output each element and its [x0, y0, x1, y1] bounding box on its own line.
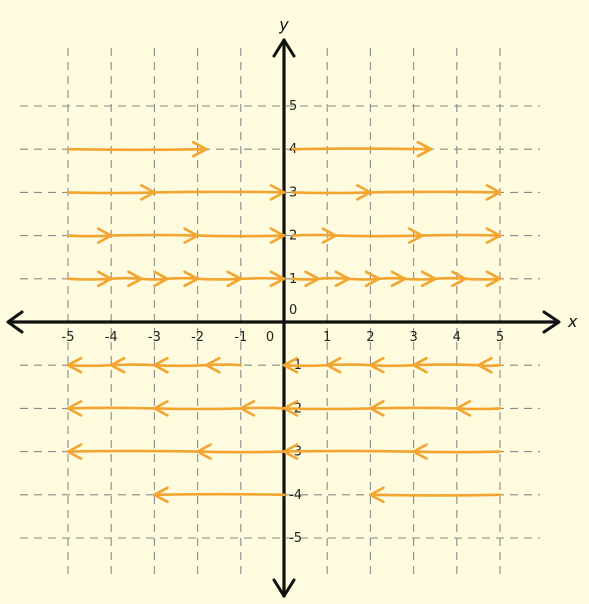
vector-arrowhead [485, 184, 502, 201]
vector-arrow [66, 191, 156, 195]
vector-arrow [66, 234, 113, 238]
vector-arrow [412, 363, 480, 367]
x-tick-label: -1 [234, 330, 247, 345]
vector-arrowhead [485, 270, 502, 288]
vector-arrowhead [269, 227, 286, 244]
vector-arrow [412, 450, 502, 454]
y-axis-bottom-arrowhead [272, 578, 296, 598]
y-axis-top-arrowhead [272, 38, 296, 58]
vector-arrow [196, 450, 286, 454]
x-tick-label: 4 [453, 330, 461, 345]
vector-arrowhead [282, 356, 299, 374]
vector-arrow [66, 147, 208, 152]
vector-arrow [347, 277, 381, 281]
y-tick-label: -4 [289, 488, 302, 503]
vector-arrow [109, 233, 199, 237]
x-tick-label: 3 [409, 330, 417, 345]
vector-arrow [66, 277, 113, 281]
vector-arrow [66, 406, 156, 410]
vector-arrowhead [369, 486, 385, 504]
vector-arrow [291, 147, 433, 151]
vector-arrow [282, 407, 372, 411]
x-tick-label: -2 [191, 330, 204, 345]
vector-arrow [140, 277, 169, 281]
vector-arrow [403, 277, 437, 281]
vector-arrow [291, 233, 338, 237]
vector-arrow [166, 276, 199, 281]
vector-arrow [291, 191, 372, 195]
vector-arrow [369, 190, 502, 194]
vector-arrowhead [153, 486, 169, 504]
vector-arrow [282, 363, 329, 368]
x-tick-label: -5 [62, 330, 75, 345]
vector-arrow [196, 277, 243, 281]
vector-arrow [369, 363, 415, 368]
vector-arrow [369, 406, 459, 410]
x-tick-label: 1 [323, 330, 331, 345]
vector-arrow [239, 276, 286, 281]
vector-arrow [153, 492, 286, 497]
vector-arrow [325, 363, 372, 367]
x-axis-right-arrowhead [542, 310, 561, 334]
vector-arrowhead [485, 227, 502, 244]
vector-arrow [420, 233, 502, 237]
vector-arrowhead [269, 270, 286, 288]
vector-arrowhead [269, 184, 286, 201]
vector-arrowhead [416, 140, 433, 158]
y-tick-label: 0 [289, 303, 297, 318]
y-axis-label: y [278, 15, 289, 34]
vector-arrowhead [66, 400, 83, 417]
vector-arrow [377, 276, 407, 281]
vector-arrow [153, 190, 286, 194]
vector-arrow [239, 406, 286, 410]
vector-arrow [66, 363, 113, 368]
vector-arrow [153, 407, 243, 411]
vector-arrow [455, 407, 502, 411]
x-tick-label: -3 [148, 330, 161, 345]
vector-arrow [204, 363, 243, 367]
y-tick-label: 5 [289, 99, 297, 114]
y-tick-label: -5 [289, 531, 302, 546]
vector-arrowhead [66, 356, 83, 374]
x-tick-label: -4 [105, 330, 118, 345]
vector-arrow [109, 363, 156, 367]
vector-arrow [109, 276, 143, 281]
x-tick-label: 2 [366, 330, 374, 345]
x-axis-left-arrowhead [6, 310, 24, 334]
x-tick-label: 5 [496, 330, 504, 345]
vector-arrow [291, 277, 320, 281]
vector-arrow [433, 276, 467, 281]
vector-arrowhead [66, 443, 83, 460]
vector-arrow [334, 234, 424, 238]
vector-arrow [317, 276, 351, 281]
vector-arrowhead [191, 140, 208, 158]
vector-arrow [66, 449, 199, 453]
x-tick-label: 0 [266, 330, 274, 345]
vector-arrow [369, 493, 502, 497]
vector-arrow [282, 449, 415, 453]
vector-arrow [196, 234, 286, 238]
x-axis-label: x [567, 312, 578, 331]
vector-arrow [153, 363, 208, 368]
vector-arrow [464, 277, 502, 281]
